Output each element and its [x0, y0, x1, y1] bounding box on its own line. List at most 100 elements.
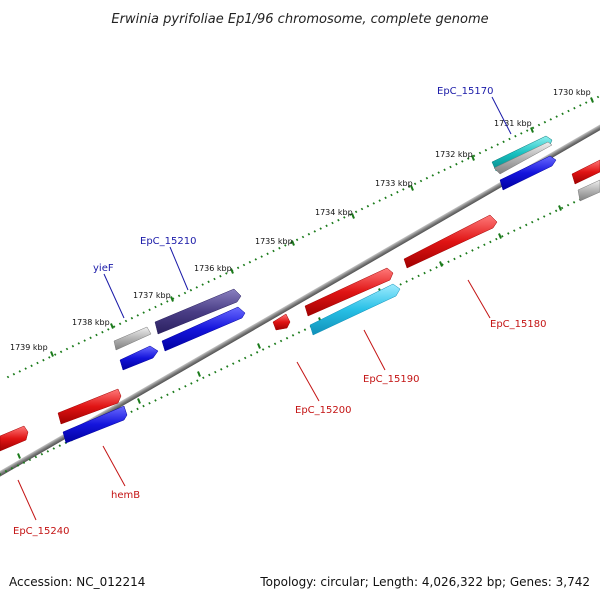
tick-dot — [431, 174, 435, 177]
gene-label-epc-15190[interactable]: EpC_15190 — [363, 374, 419, 385]
leader-hemb — [102, 445, 126, 487]
gene-label-epc-15240[interactable]: EpC_15240 — [13, 526, 69, 537]
tick-rows — [0, 95, 600, 476]
major-tick — [257, 343, 261, 349]
tick-dot — [461, 160, 464, 163]
tick-dot — [423, 271, 426, 275]
tick-dot — [284, 244, 287, 247]
tick-label-1731: 1731 kbp — [494, 119, 532, 128]
tick-dot — [107, 328, 110, 331]
tick-dot — [501, 234, 504, 238]
gene-label-yief[interactable]: yieF — [93, 263, 114, 274]
tick-dot — [236, 266, 240, 270]
gene-labels: EpC_15170 EpC_15180 EpC_15190 EpC_15200 … — [13, 86, 546, 537]
gene-label-epc-15200[interactable]: EpC_15200 — [295, 405, 351, 416]
tick-label-1733: 1733 kbp — [375, 179, 413, 188]
tick-dot — [495, 237, 498, 241]
tick-dot — [331, 221, 334, 225]
major-tick — [471, 155, 475, 161]
tick-dot — [443, 168, 446, 172]
gene-epc-15180[interactable] — [403, 214, 498, 269]
tick-dot — [130, 410, 133, 414]
tick-dot — [372, 202, 376, 205]
tick-dot — [225, 272, 228, 275]
tick-dot — [171, 297, 175, 300]
gene-blue-1738[interactable] — [119, 345, 159, 371]
leader-epc-15190 — [363, 329, 386, 371]
tick-dot — [508, 137, 511, 141]
major-tick — [110, 323, 114, 329]
tick-dot — [366, 204, 370, 208]
gene-gray-edge[interactable] — [577, 179, 600, 202]
gene-red-edge[interactable] — [571, 159, 600, 185]
tick-dot — [260, 255, 263, 258]
tick-dot — [112, 325, 116, 328]
tick-dot — [124, 319, 128, 323]
tick-dot — [52, 447, 56, 450]
tick-dot — [261, 348, 265, 351]
leader-epc-15180 — [467, 279, 491, 319]
tick-dot — [354, 210, 358, 214]
tick-dot — [543, 120, 547, 124]
chromosome-backbone — [0, 88, 600, 513]
tick-label-1736: 1736 kbp — [194, 264, 232, 273]
tick-dot — [484, 148, 488, 152]
tick-dot — [411, 277, 414, 281]
gene-epc-15240[interactable] — [0, 425, 29, 452]
tick-dot — [101, 330, 104, 334]
tick-dot — [536, 218, 540, 221]
tick-dot — [4, 469, 8, 473]
tick-dot — [243, 356, 247, 360]
tick-dot — [378, 199, 381, 202]
tick-dot — [560, 206, 564, 210]
tick-dot — [489, 240, 492, 244]
tick-dot — [465, 251, 468, 255]
tick-dot — [402, 188, 405, 191]
gene-label-epc-15170[interactable]: EpC_15170 — [437, 86, 493, 97]
gene-red-1738[interactable] — [57, 388, 122, 425]
tick-dot — [272, 249, 275, 253]
tick-dot — [83, 339, 86, 342]
tick-dot — [231, 362, 235, 365]
major-tick — [439, 261, 443, 267]
tick-dot — [34, 455, 38, 459]
gene-label-epc-15210[interactable]: EpC_15210 — [140, 236, 196, 247]
tick-dot — [89, 336, 92, 340]
gene-red-1734[interactable] — [304, 267, 394, 317]
gene-label-hemb[interactable]: hemB — [111, 490, 140, 501]
tick-dot — [154, 305, 157, 309]
tick-dot — [142, 404, 145, 408]
gene-gray-1731[interactable] — [493, 141, 553, 175]
tick-dot — [178, 387, 181, 391]
tick-dot — [248, 260, 252, 264]
gene-blue-1736[interactable] — [161, 306, 246, 352]
tick-dot — [279, 339, 283, 343]
tick-dot — [46, 450, 50, 453]
tick-dot — [207, 280, 210, 284]
tick-dot — [118, 322, 122, 326]
tick-dot — [561, 112, 564, 116]
gene-yief[interactable] — [113, 326, 152, 351]
gene-label-epc-15180[interactable]: EpC_15180 — [490, 319, 546, 330]
tick-dot — [525, 129, 529, 132]
tick-dot — [407, 185, 411, 188]
tick-dot — [148, 401, 151, 405]
tick-dot — [273, 342, 277, 346]
gene-epc-15210[interactable] — [154, 288, 242, 335]
gene-epc-15200[interactable] — [272, 313, 291, 331]
gene-epc-15190[interactable] — [309, 283, 401, 336]
tick-dot — [208, 373, 211, 377]
tick-dot — [490, 146, 494, 149]
tick-dot — [396, 190, 399, 194]
tick-dot — [18, 370, 22, 373]
tick-dot — [255, 351, 259, 354]
tick-dot — [325, 224, 328, 228]
tick-dot — [10, 467, 14, 470]
gene-blue-1731[interactable] — [499, 155, 557, 191]
tick-dot — [0, 472, 2, 476]
tick-dot — [567, 109, 570, 113]
tick-dot — [502, 140, 505, 144]
major-tick — [197, 371, 201, 377]
gene-hemb[interactable] — [62, 405, 128, 444]
